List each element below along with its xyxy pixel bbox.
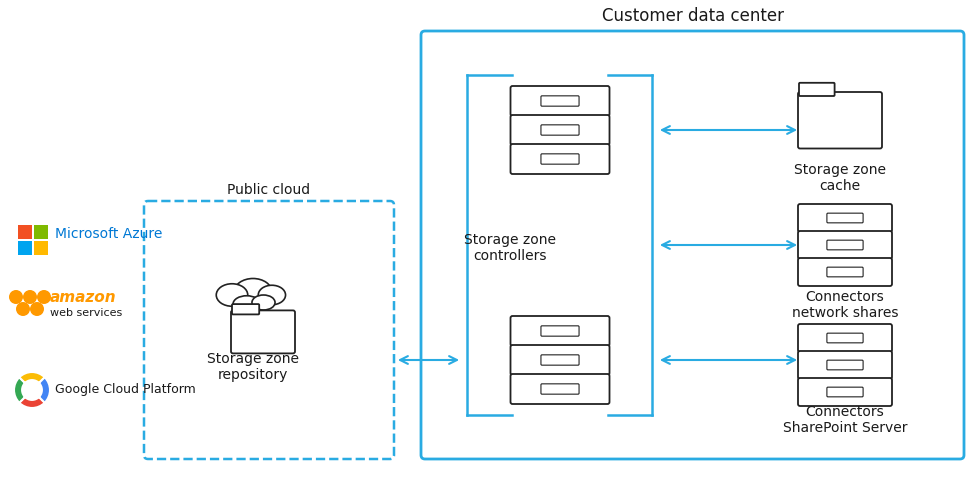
FancyBboxPatch shape (511, 345, 610, 375)
Ellipse shape (234, 278, 271, 305)
FancyBboxPatch shape (799, 83, 835, 96)
Text: Storage zone
cache: Storage zone cache (794, 163, 886, 193)
FancyBboxPatch shape (798, 351, 892, 379)
Wedge shape (14, 377, 25, 403)
FancyBboxPatch shape (541, 125, 579, 135)
FancyBboxPatch shape (827, 387, 863, 397)
Ellipse shape (217, 284, 248, 306)
Wedge shape (39, 377, 50, 403)
FancyBboxPatch shape (511, 316, 610, 346)
FancyBboxPatch shape (541, 154, 579, 164)
Text: web services: web services (50, 308, 122, 318)
Circle shape (9, 290, 23, 304)
Wedge shape (20, 397, 45, 408)
FancyBboxPatch shape (511, 115, 610, 145)
FancyBboxPatch shape (827, 267, 863, 277)
FancyBboxPatch shape (798, 92, 882, 148)
Bar (34, 225, 48, 239)
Ellipse shape (252, 295, 275, 310)
FancyBboxPatch shape (798, 324, 892, 352)
FancyBboxPatch shape (541, 326, 579, 336)
Circle shape (30, 302, 44, 316)
Bar (34, 241, 48, 255)
FancyBboxPatch shape (827, 360, 863, 370)
FancyBboxPatch shape (231, 311, 295, 353)
Text: Storage zone
repository: Storage zone repository (207, 352, 299, 382)
Ellipse shape (259, 285, 285, 305)
Circle shape (23, 290, 37, 304)
Text: Customer data center: Customer data center (602, 7, 783, 25)
FancyBboxPatch shape (541, 384, 579, 394)
FancyBboxPatch shape (827, 240, 863, 250)
Circle shape (16, 302, 30, 316)
FancyBboxPatch shape (827, 213, 863, 223)
FancyBboxPatch shape (798, 231, 892, 259)
FancyBboxPatch shape (798, 258, 892, 286)
Text: Microsoft Azure: Microsoft Azure (55, 227, 163, 241)
FancyBboxPatch shape (798, 378, 892, 406)
Text: Google Cloud Platform: Google Cloud Platform (55, 384, 196, 396)
Text: Connectors
network shares: Connectors network shares (792, 290, 899, 320)
Text: amazon: amazon (50, 289, 117, 304)
FancyBboxPatch shape (541, 355, 579, 365)
FancyBboxPatch shape (511, 86, 610, 116)
FancyBboxPatch shape (541, 96, 579, 106)
FancyBboxPatch shape (798, 204, 892, 232)
Text: Public cloud: Public cloud (227, 183, 311, 197)
Ellipse shape (233, 296, 261, 312)
Bar (18, 241, 32, 255)
Wedge shape (20, 372, 45, 383)
Bar (18, 225, 32, 239)
FancyBboxPatch shape (511, 374, 610, 404)
Text: Connectors
SharePoint Server: Connectors SharePoint Server (783, 405, 907, 435)
Text: Storage zone
controllers: Storage zone controllers (464, 233, 556, 263)
FancyBboxPatch shape (232, 304, 259, 314)
FancyBboxPatch shape (511, 144, 610, 174)
FancyBboxPatch shape (827, 333, 863, 343)
Circle shape (37, 290, 51, 304)
